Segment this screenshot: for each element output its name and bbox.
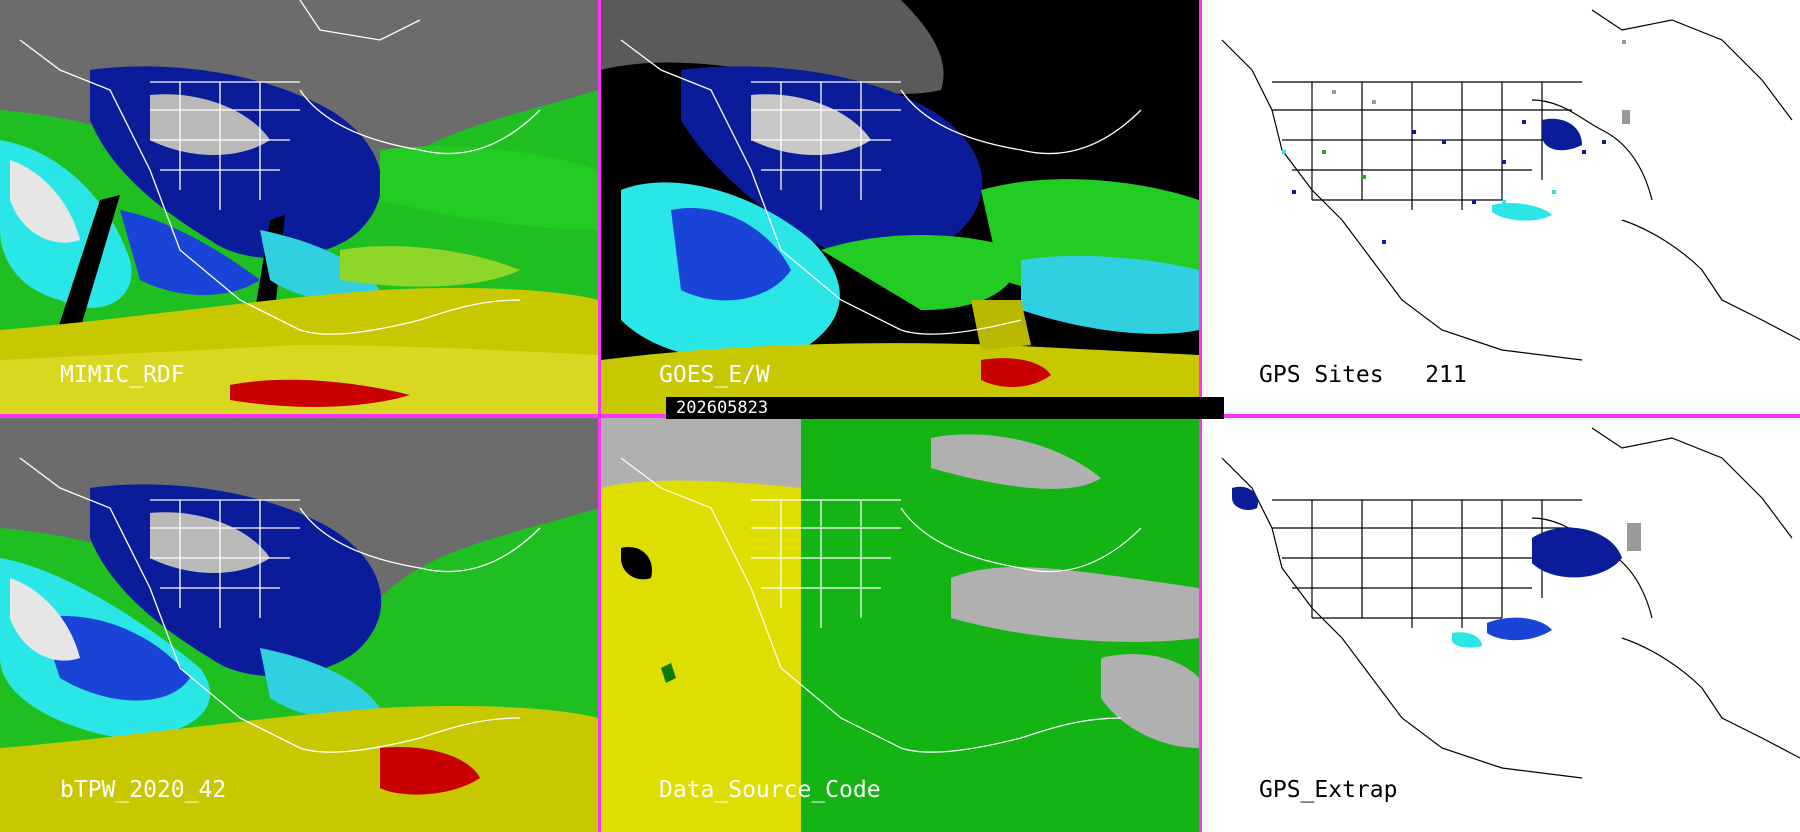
gps-extrap-map: [1202, 418, 1800, 832]
panel-label: MIMIC_RDF: [60, 362, 185, 388]
tpw-field-map: [0, 0, 598, 414]
panel-label: Data_Source_Code: [659, 777, 881, 803]
goes-tpw-map: [601, 0, 1199, 414]
btpw-field-map: [0, 418, 598, 832]
panel-label: GOES_E/W: [659, 362, 770, 388]
data-source-map: [601, 418, 1199, 832]
panel-label: GPS_Extrap: [1259, 777, 1398, 803]
map-panel-btpw: bTPW_2020_42: [0, 418, 598, 832]
gps-sites-map: [1202, 0, 1800, 414]
map-panel-data-source-code: Data_Source_Code: [601, 418, 1199, 832]
map-panel-gps-sites: GPS Sites 211: [1202, 0, 1800, 414]
timestamp-label: 202605823: [666, 397, 1224, 419]
map-panel-goes-ew: GOES_E/W: [601, 0, 1199, 414]
panel-label: bTPW_2020_42: [60, 777, 227, 803]
map-panel-gps-extrap: GPS_Extrap: [1202, 418, 1800, 832]
panel-label: GPS Sites 211: [1259, 362, 1467, 388]
map-panel-mimic-rdf: MIMIC_RDF: [0, 0, 598, 414]
